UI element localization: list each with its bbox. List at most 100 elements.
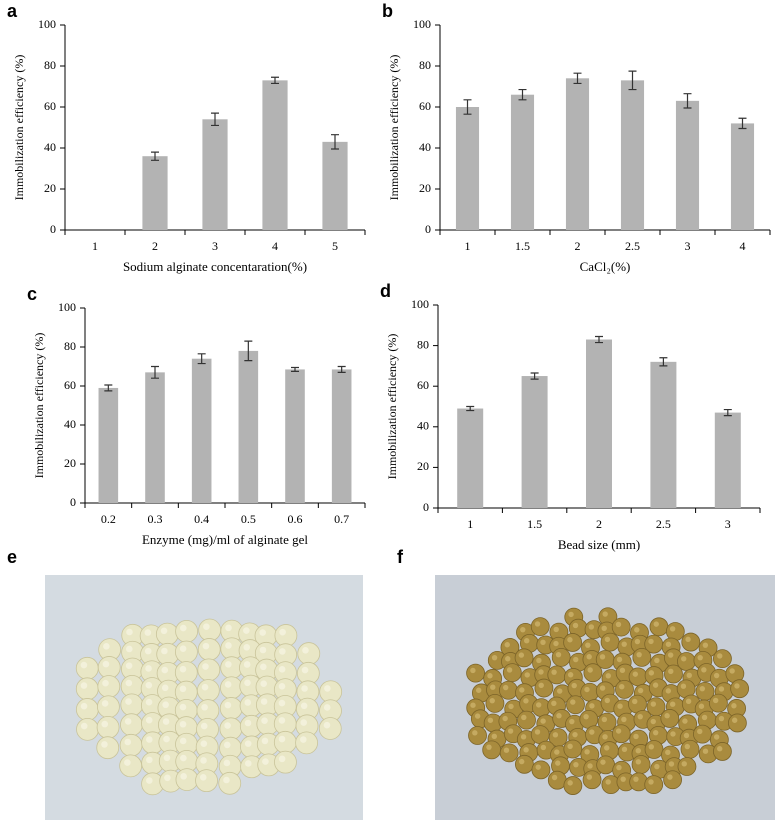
- y-tick-label: 60: [419, 99, 431, 113]
- bar: [586, 339, 612, 508]
- y-tick-label: 100: [413, 17, 431, 31]
- bead-highlight: [101, 720, 109, 728]
- bead-highlight: [201, 703, 208, 711]
- bead-highlight: [685, 636, 691, 643]
- bead-highlight: [637, 687, 644, 694]
- bead-highlight: [145, 716, 153, 724]
- y-tick-label: 60: [64, 378, 76, 392]
- bar: [730, 123, 755, 230]
- bead: [197, 658, 221, 682]
- x-tick-label: 1: [465, 239, 471, 253]
- bead-highlight: [717, 746, 723, 752]
- bead-highlight: [572, 622, 579, 629]
- bar: [322, 141, 348, 230]
- bead-highlight: [585, 642, 591, 648]
- bead: [218, 771, 242, 795]
- bead-highlight: [602, 611, 608, 617]
- bead-highlight: [244, 699, 252, 706]
- error-bar: [331, 134, 339, 150]
- bead-highlight: [568, 611, 574, 618]
- bead: [220, 676, 243, 700]
- bead-highlight: [163, 735, 170, 743]
- bead-highlight: [179, 737, 187, 745]
- bead-highlight: [570, 699, 576, 705]
- bead: [97, 675, 121, 698]
- error-bar: [244, 340, 253, 362]
- bead-highlight: [540, 718, 546, 724]
- bead-highlight: [491, 733, 498, 740]
- x-tick-label: 2.5: [656, 517, 671, 531]
- bead-highlight: [535, 764, 541, 770]
- bead: [274, 750, 297, 774]
- error-bar: [104, 384, 113, 392]
- bead-highlight: [551, 700, 557, 707]
- bead-highlight: [502, 684, 509, 691]
- bead-highlight: [224, 701, 232, 709]
- error-bar: [518, 88, 527, 101]
- bead-highlight: [713, 672, 720, 679]
- bead: [502, 663, 522, 683]
- bead-highlight: [599, 654, 606, 660]
- bead-highlight: [586, 774, 593, 780]
- y-tick-label: 40: [44, 140, 56, 154]
- bead: [517, 710, 536, 730]
- bead-highlight: [507, 728, 514, 734]
- bead-highlight: [179, 645, 187, 652]
- bead-highlight: [617, 703, 623, 709]
- bead-highlight: [648, 670, 655, 676]
- y-axis-label: Immobilization efficiency (%): [385, 334, 399, 480]
- y-axis-label: Immobilization efficiency (%): [387, 55, 401, 201]
- bead-highlight: [636, 651, 642, 658]
- bead-highlight: [486, 744, 492, 750]
- bead: [514, 754, 534, 774]
- bar: [191, 358, 212, 503]
- bead-highlight: [491, 654, 498, 661]
- bead-highlight: [553, 626, 559, 633]
- bead-highlight: [654, 657, 660, 664]
- bead-highlight: [144, 647, 152, 655]
- bead-highlight: [648, 779, 654, 785]
- bead-highlight: [518, 652, 525, 658]
- bead-highlight: [616, 656, 623, 663]
- bead-highlight: [146, 756, 153, 764]
- bead-highlight: [573, 656, 579, 663]
- bead: [547, 665, 567, 685]
- bead-highlight: [701, 667, 707, 673]
- bead-highlight: [126, 645, 133, 653]
- bead: [709, 693, 728, 713]
- bead-highlight: [669, 626, 676, 632]
- bead-highlight: [179, 720, 187, 728]
- bead: [563, 633, 583, 652]
- bead-highlight: [602, 734, 608, 740]
- y-tick-label: 0: [423, 500, 429, 514]
- bead-highlight: [124, 718, 132, 725]
- bead-highlight: [667, 652, 674, 658]
- bead-highlight: [555, 651, 562, 658]
- bead-highlight: [489, 697, 495, 704]
- bead: [600, 632, 620, 652]
- bead-highlight: [669, 701, 676, 707]
- bead-highlight: [540, 744, 547, 751]
- bead-highlight: [260, 663, 267, 671]
- bead-highlight: [124, 738, 132, 746]
- bead-highlight: [243, 643, 251, 651]
- bead-highlight: [470, 667, 476, 674]
- bead: [75, 677, 99, 701]
- bead-highlight: [162, 718, 170, 725]
- error-bar: [466, 405, 475, 412]
- bead: [727, 713, 747, 733]
- error-bar: [271, 76, 279, 85]
- error-bar: [463, 99, 472, 115]
- bead-highlight: [101, 700, 109, 707]
- bead-highlight: [199, 774, 207, 781]
- bead-highlight: [521, 714, 527, 721]
- bead-highlight: [203, 623, 210, 631]
- bead: [644, 740, 664, 759]
- y-tick-label: 80: [64, 339, 76, 353]
- bar: [98, 387, 119, 503]
- bead-highlight: [632, 698, 638, 705]
- bead-highlight: [200, 722, 208, 730]
- error-bar: [211, 112, 219, 127]
- panel-label: a: [7, 1, 18, 21]
- error-bar: [151, 151, 159, 161]
